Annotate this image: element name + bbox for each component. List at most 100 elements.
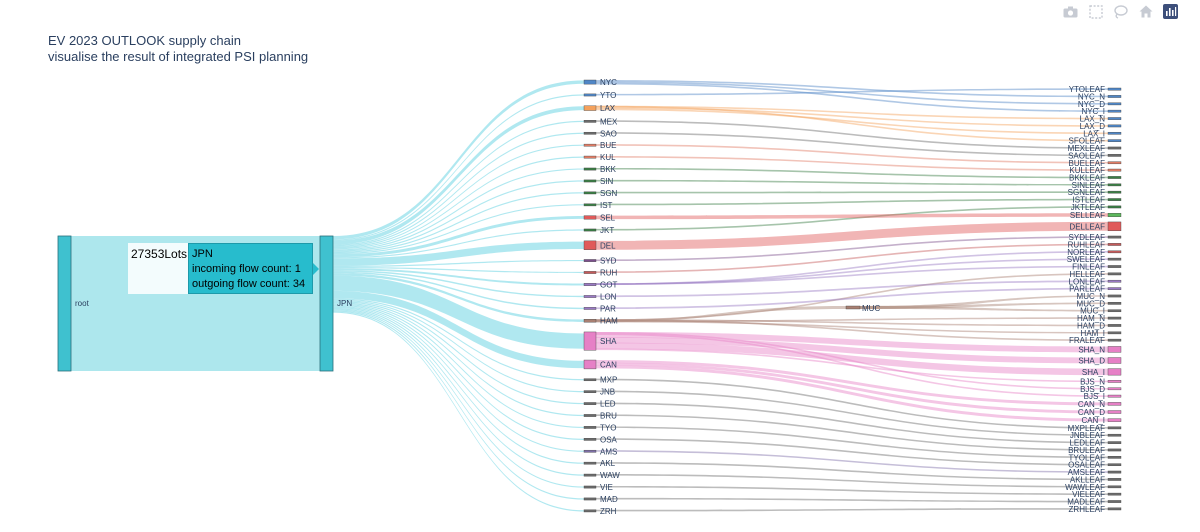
link-got-finleaf[interactable]: [596, 265, 1108, 285]
link-mxp-mxpleaf[interactable]: [596, 378, 1108, 429]
link-jpn-akl[interactable]: [333, 306, 584, 464]
link-syd-sydleaf[interactable]: [596, 236, 1108, 262]
leaf-node-muc-i[interactable]: [1107, 309, 1122, 313]
node-sao[interactable]: [583, 131, 597, 135]
leaf-node-norleaf[interactable]: [1107, 250, 1122, 254]
link-jnb-jnbleaf[interactable]: [596, 390, 1108, 437]
link-jpn-ist[interactable]: [333, 204, 584, 255]
leaf-node-vieleaf[interactable]: [1107, 492, 1122, 496]
leaf-node-bjs-i[interactable]: [1107, 394, 1122, 398]
leaf-node-nyc-n[interactable]: [1107, 95, 1122, 98]
link-nyc-nyc-n[interactable]: [596, 80, 1108, 98]
leaf-node-sha-n[interactable]: [1107, 346, 1122, 353]
link-ham-muc[interactable]: [596, 306, 846, 323]
leaf-node-osaleaf[interactable]: [1107, 463, 1122, 467]
link-jpn-kul[interactable]: [333, 156, 584, 250]
link-muc-muc-i[interactable]: [860, 306, 1108, 312]
link-jpn-jkt[interactable]: [333, 229, 584, 259]
node-tyo[interactable]: [583, 426, 597, 429]
leaf-node-sha-i[interactable]: [1107, 368, 1122, 376]
link-jpn-mxp[interactable]: [333, 298, 584, 381]
link-lax-sfoleaf[interactable]: [596, 105, 1108, 142]
link-jpn-lax[interactable]: [333, 106, 584, 245]
link-jpn-lon[interactable]: [333, 270, 584, 298]
link-waw-wawleaf[interactable]: [596, 474, 1108, 488]
link-sgn-sgnleaf[interactable]: [596, 191, 1108, 194]
node-sha[interactable]: [583, 331, 597, 351]
node-muc[interactable]: [845, 305, 861, 310]
link-jkt-jktleaf[interactable]: [596, 206, 1108, 231]
leaf-node-ham-d[interactable]: [1107, 324, 1122, 327]
leaf-node-amsleaf[interactable]: [1107, 470, 1122, 474]
leaf-node-sfoleaf[interactable]: [1107, 139, 1122, 142]
leaf-node-ham-i[interactable]: [1107, 331, 1122, 335]
link-lax-lax-d[interactable]: [596, 107, 1108, 127]
link-par-parleaf[interactable]: [596, 287, 1108, 310]
link-sha-bjs-i[interactable]: [596, 333, 1108, 397]
node-ist[interactable]: [583, 203, 597, 207]
link-bru-bruleaf[interactable]: [596, 414, 1108, 451]
link-got-sweleaf[interactable]: [596, 258, 1108, 285]
leaf-node-bruleaf[interactable]: [1107, 448, 1122, 452]
leaf-node-can-d[interactable]: [1107, 410, 1122, 414]
home-icon[interactable]: [1136, 3, 1155, 20]
node-mad[interactable]: [583, 497, 597, 501]
leaf-node-sgnleaf[interactable]: [1107, 190, 1122, 194]
link-jpn-ams[interactable]: [333, 305, 584, 452]
link-jpn-sao[interactable]: [333, 132, 584, 248]
leaf-node-mexleaf[interactable]: [1107, 146, 1122, 150]
link-sao-saoleaf[interactable]: [596, 132, 1108, 157]
leaf-node-selleaf[interactable]: [1107, 213, 1122, 217]
node-root[interactable]: [57, 235, 72, 372]
link-muc-muc-n[interactable]: [860, 295, 1108, 309]
leaf-node-ledleaf[interactable]: [1107, 441, 1122, 444]
link-jpn-osa[interactable]: [333, 304, 584, 440]
link-led-ledleaf[interactable]: [596, 402, 1108, 444]
node-mex[interactable]: [583, 120, 597, 123]
link-jpn-sha[interactable]: [333, 275, 584, 349]
node-bue[interactable]: [583, 143, 597, 147]
leaf-node-delleaf[interactable]: [1107, 221, 1122, 232]
link-jpn-bkk[interactable]: [333, 168, 584, 251]
leaf-node-aklleaf[interactable]: [1107, 478, 1122, 481]
node-nyc[interactable]: [583, 79, 597, 85]
leaf-node-kulleaf[interactable]: [1107, 168, 1122, 172]
node-lon[interactable]: [583, 295, 597, 298]
leaf-node-sha-d[interactable]: [1107, 357, 1122, 364]
plotly-logo-icon[interactable]: [1161, 3, 1180, 20]
link-sha-bjs-n[interactable]: [596, 348, 1108, 383]
leaf-node-ruhleaf[interactable]: [1107, 243, 1122, 246]
leaf-node-madleaf[interactable]: [1107, 500, 1122, 503]
link-kul-kulleaf[interactable]: [596, 156, 1108, 171]
link-ham-ham-i[interactable]: [596, 320, 1108, 334]
node-jkt[interactable]: [583, 228, 597, 232]
leaf-node-nyc-i[interactable]: [1107, 109, 1122, 113]
leaf-node-sydleaf[interactable]: [1107, 235, 1122, 239]
link-ham-ham-n[interactable]: [596, 317, 1108, 323]
leaf-node-bueleaf[interactable]: [1107, 161, 1122, 165]
link-jpn-jnb[interactable]: [333, 299, 584, 393]
node-par[interactable]: [583, 307, 597, 310]
link-ams-amsleaf[interactable]: [596, 450, 1108, 473]
link-ruh-ruhleaf[interactable]: [596, 243, 1108, 273]
leaf-node-can-i[interactable]: [1107, 418, 1122, 422]
link-nyc-nyc-d[interactable]: [596, 81, 1108, 105]
node-lax[interactable]: [583, 105, 597, 111]
link-ham-ham-d[interactable]: [596, 319, 1108, 327]
leaf-node-mxpleaf[interactable]: [1107, 426, 1122, 430]
node-yto[interactable]: [583, 93, 597, 97]
leaf-node-muc-d[interactable]: [1107, 302, 1122, 305]
link-got-norleaf[interactable]: [596, 251, 1108, 285]
link-jpn-sin[interactable]: [333, 180, 584, 252]
node-got[interactable]: [583, 283, 597, 286]
leaf-node-lax-n[interactable]: [1107, 117, 1122, 120]
leaf-node-wawleaf[interactable]: [1107, 485, 1122, 489]
link-jpn-waw[interactable]: [333, 307, 584, 476]
link-yto-ytoleaf[interactable]: [596, 88, 1108, 96]
leaf-node-fraleaf[interactable]: [1107, 338, 1122, 342]
link-jpn-nyc[interactable]: [333, 80, 584, 240]
node-zrh[interactable]: [583, 509, 597, 513]
link-jpn-mad[interactable]: [333, 310, 584, 500]
link-osa-osaleaf[interactable]: [596, 438, 1108, 466]
node-ams[interactable]: [583, 449, 597, 453]
